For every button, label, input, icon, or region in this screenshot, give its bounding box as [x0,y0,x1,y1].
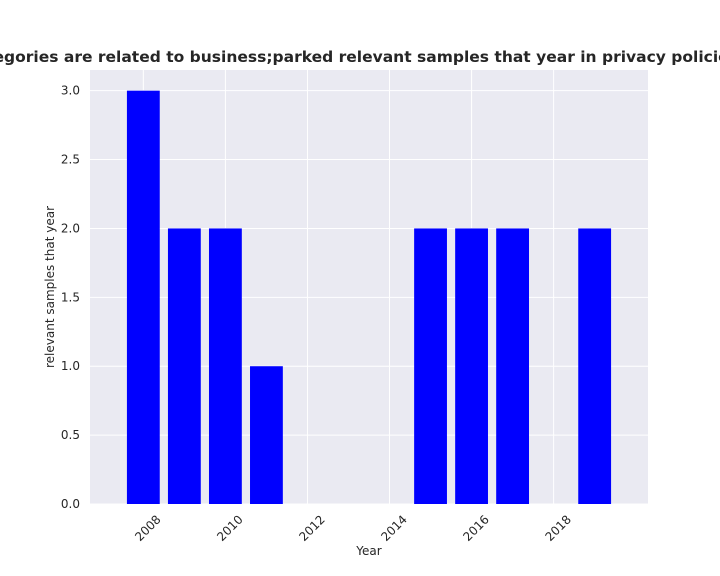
bar-2010 [208,228,242,504]
y-axis-label: relevant samples that year [43,206,57,368]
bar-2015 [414,228,447,504]
x-tick-label: 2018 [542,512,573,543]
y-tick-label: 3.0 [61,84,80,98]
y-tick-label: 1.0 [61,359,80,373]
x-tick-label: 2016 [460,512,491,543]
y-tick-label: 0.0 [61,497,80,511]
x-tick-label: 2014 [378,512,409,543]
x-axis-label: Year [355,544,381,558]
bar-2011 [250,366,283,504]
x-axis-ticks: 2008 2010 2012 2014 2016 2018 [132,512,574,543]
bar-2008 [126,90,160,505]
chart-title: When categories are related to business;… [0,48,720,66]
y-tick-label: 2.5 [61,153,80,167]
y-axis-ticks: 0.0 0.5 1.0 1.5 2.0 2.5 3.0 [61,84,80,511]
x-tick-label: 2008 [132,512,163,543]
y-tick-label: 1.5 [61,290,80,304]
y-tick-label: 0.5 [61,428,80,442]
bar-2017 [496,228,530,504]
y-tick-label: 2.0 [61,221,80,235]
bar-2009 [167,228,201,504]
bar-2016 [455,228,488,504]
x-tick-label: 2010 [214,512,245,543]
bar-2019 [578,228,612,504]
x-tick-label: 2012 [296,512,327,543]
bars [126,90,612,505]
